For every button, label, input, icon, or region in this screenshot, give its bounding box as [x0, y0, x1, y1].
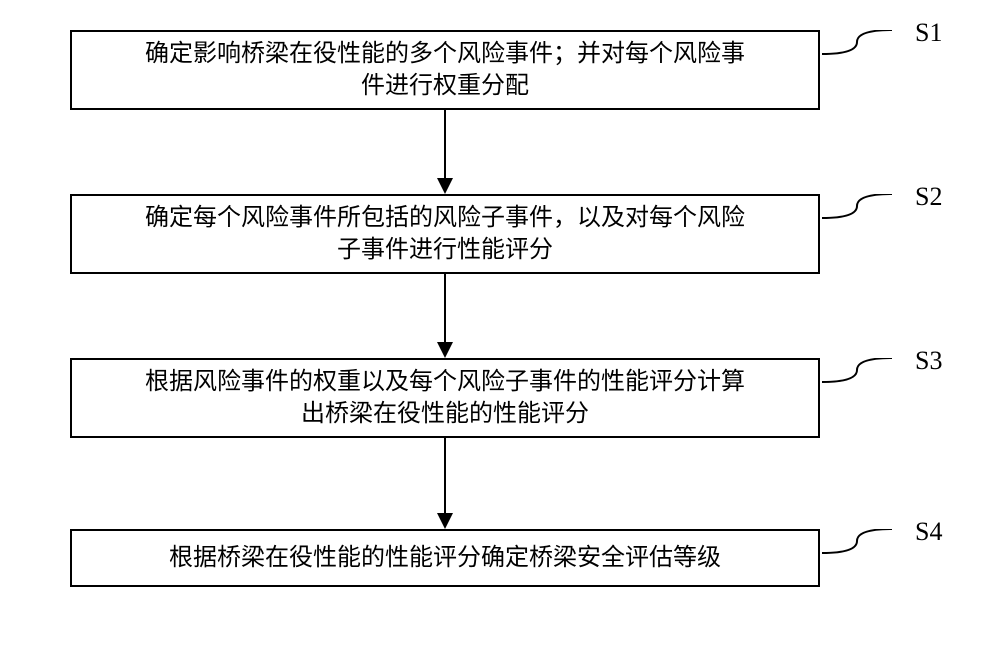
flow-arrow	[430, 438, 460, 529]
step-label-s1: S1	[915, 18, 942, 48]
node-text-line: 确定影响桥梁在役性能的多个风险事件；并对每个风险事	[145, 41, 745, 67]
bracket-connector	[822, 30, 892, 58]
flowchart-canvas: 确定影响桥梁在役性能的多个风险事件；并对每个风险事 件进行权重分配 S1 确定每…	[0, 0, 1000, 668]
flow-node-s1: 确定影响桥梁在役性能的多个风险事件；并对每个风险事 件进行权重分配	[70, 30, 820, 110]
flow-node-s4: 根据桥梁在役性能的性能评分确定桥梁安全评估等级	[70, 529, 820, 587]
flow-node-s2: 确定每个风险事件所包括的风险子事件，以及对每个风险 子事件进行性能评分	[70, 194, 820, 274]
node-text-line: 根据风险事件的权重以及每个风险子事件的性能评分计算	[145, 369, 745, 395]
flow-node-s3: 根据风险事件的权重以及每个风险子事件的性能评分计算 出桥梁在役性能的性能评分	[70, 358, 820, 438]
node-text-line: 确定每个风险事件所包括的风险子事件，以及对每个风险	[145, 205, 745, 231]
step-label-s2: S2	[915, 182, 942, 212]
node-text-line: 件进行权重分配	[361, 73, 529, 99]
flow-arrow	[430, 110, 460, 194]
flow-arrow	[430, 274, 460, 358]
bracket-connector	[822, 194, 892, 222]
node-text-line: 子事件进行性能评分	[337, 237, 553, 263]
node-text-line: 根据桥梁在役性能的性能评分确定桥梁安全评估等级	[169, 545, 721, 571]
step-label-s3: S3	[915, 346, 942, 376]
bracket-connector	[822, 529, 892, 557]
node-text-line: 出桥梁在役性能的性能评分	[301, 401, 589, 427]
bracket-connector	[822, 358, 892, 386]
step-label-s4: S4	[915, 517, 942, 547]
